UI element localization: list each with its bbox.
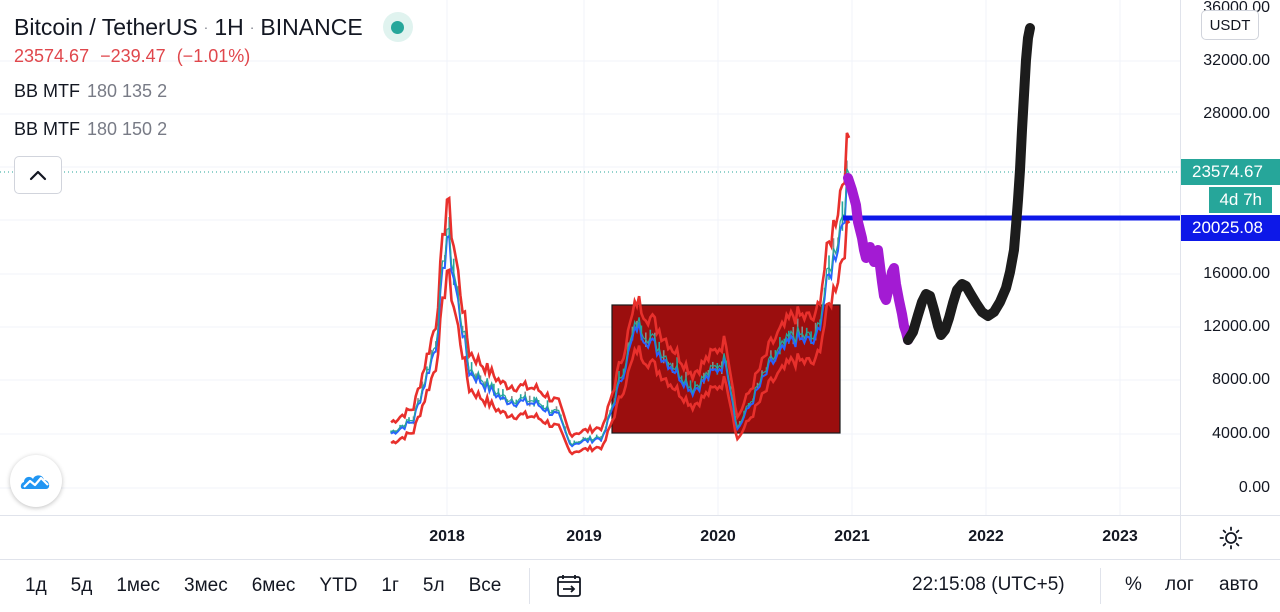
black-drawing[interactable]: [903, 23, 1035, 345]
price-tick: 32000.00: [1203, 52, 1270, 69]
price-change-value: −239.47: [100, 46, 166, 66]
interval-label[interactable]: 1H: [214, 13, 244, 40]
horizontal-line-price-tag: 20025.08: [1181, 215, 1280, 241]
range-button-1m[interactable]: 1мес: [116, 575, 161, 596]
tradingview-logo-button[interactable]: [10, 455, 62, 507]
time-tick: 2020: [700, 528, 736, 545]
range-button-5d[interactable]: 5д: [70, 575, 93, 596]
range-button-all[interactable]: Все: [468, 575, 502, 596]
chart-legend: Bitcoin / TetherUS · 1H · BINANCE 23574.…: [14, 12, 413, 148]
time-tick: 2023: [1102, 528, 1138, 545]
indicator-params: 180 135 2: [87, 80, 168, 101]
price-change-percent: (−1.01%): [176, 46, 251, 66]
sun-settings-icon: [1219, 526, 1242, 550]
time-tick: 2021: [834, 528, 870, 545]
price-tick: 8000.00: [1212, 371, 1270, 388]
chart-pane[interactable]: Bitcoin / TetherUS · 1H · BINANCE 23574.…: [0, 0, 1180, 515]
time-axis[interactable]: 2018 2019 2020 2021 2022 2023: [0, 515, 1280, 560]
time-tick: 2019: [566, 528, 602, 545]
timezone-clock[interactable]: 22:15:08 (UTC+5): [912, 574, 1065, 595]
time-tick: 2022: [968, 528, 1004, 545]
range-button-ytd[interactable]: YTD: [319, 575, 358, 596]
chart-settings-button[interactable]: [1180, 516, 1280, 560]
price-change-row: 23574.67 −239.47 (−1.01%): [14, 46, 413, 72]
currency-button[interactable]: USDT: [1201, 10, 1259, 40]
chevron-up-icon: [29, 170, 47, 181]
indicator-name: BB MTF: [14, 80, 80, 101]
indicator-name: BB MTF: [14, 118, 80, 139]
toolbar-divider: [529, 568, 531, 604]
grid-lines: [0, 0, 1180, 515]
calendar-arrow-icon: [557, 575, 582, 597]
price-line: [390, 168, 850, 446]
range-button-1y[interactable]: 1г: [381, 575, 399, 596]
bb-lower-band: [390, 214, 851, 456]
range-button-6m[interactable]: 6мес: [251, 575, 296, 596]
log-scale-button[interactable]: лог: [1165, 574, 1194, 595]
chart-canvas[interactable]: [0, 0, 1180, 515]
percent-scale-button[interactable]: %: [1125, 574, 1142, 595]
market-status-icon[interactable]: [382, 12, 413, 42]
auto-scale-button[interactable]: авто: [1219, 574, 1259, 595]
range-button-5y[interactable]: 5л: [422, 575, 445, 596]
bottom-toolbar: 1д 5д 1мес 3мес 6мес YTD 1г 5л Все 22:15…: [0, 559, 1280, 612]
purple-drawing[interactable]: [843, 173, 913, 345]
indicator-params: 180 150 2: [87, 118, 168, 139]
price-tick: 12000.00: [1203, 318, 1270, 335]
price-tick: 0.00: [1238, 479, 1270, 496]
last-price-value: 23574.67: [14, 46, 90, 66]
price-candle: [390, 430, 392, 434]
indicator-legend-1[interactable]: BB MTF 180 135 2: [14, 72, 413, 110]
range-button-1d[interactable]: 1д: [25, 575, 47, 596]
time-tick: 2018: [429, 528, 465, 545]
price-tick: 16000.00: [1203, 265, 1270, 282]
price-tick: 28000.00: [1203, 105, 1270, 122]
go-to-date-button[interactable]: [556, 574, 582, 598]
separator-dot: ·: [203, 19, 209, 35]
toolbar-divider: [1100, 568, 1101, 604]
cloud-chart-icon: [20, 475, 50, 489]
last-price-tag: 23574.67: [1181, 159, 1280, 185]
price-tick: 4000.00: [1212, 425, 1270, 442]
indicator-legend-2[interactable]: BB MTF 180 150 2: [14, 110, 413, 148]
price-axis[interactable]: 36000.00 USDT 32000.00 28000.00 23574.67…: [1180, 0, 1280, 515]
symbol-name[interactable]: Bitcoin / TetherUS: [14, 13, 198, 40]
range-button-3m[interactable]: 3мес: [184, 575, 228, 596]
exchange-label: BINANCE: [260, 13, 363, 40]
bb-upper-band: [390, 132, 851, 439]
separator-dot: ·: [249, 19, 255, 35]
collapse-legend-button[interactable]: [14, 156, 62, 194]
bar-countdown-tag: 4d 7h: [1209, 187, 1272, 213]
